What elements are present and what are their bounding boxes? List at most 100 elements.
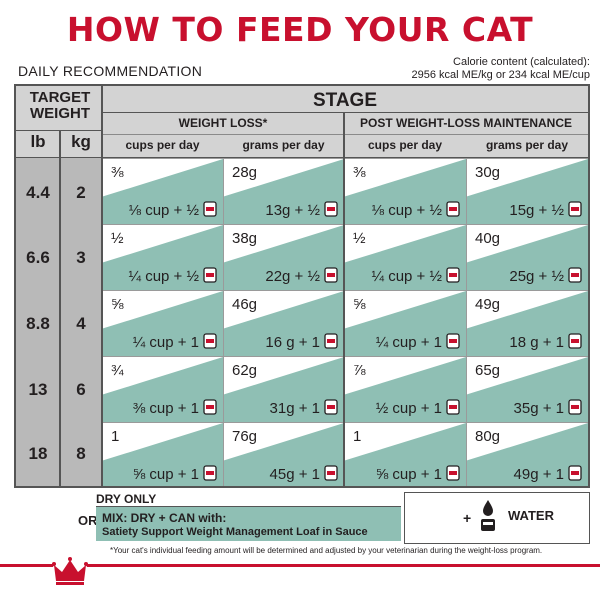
cell-mix: ⅜ cup + 1: [132, 400, 199, 417]
cell-mix: ¼ cup + 1: [375, 334, 442, 351]
table-cell: ⅞ ½ cup + 1: [344, 356, 466, 422]
table-cell: 65g 35g + 1: [466, 356, 588, 422]
row-4-lb: 13: [28, 380, 48, 399]
table-cell: ½ ¼ cup + ½: [102, 224, 223, 290]
cell-mix: 18 g + 1: [509, 334, 564, 351]
target-weight-label: TARGET WEIGHT: [29, 89, 91, 122]
teal-triangle: [467, 225, 588, 290]
page-title: HOW TO FEED YOUR CAT: [66, 10, 534, 49]
kg-label: kg: [71, 132, 91, 151]
teal-triangle: [467, 423, 588, 486]
row-5-lb: 18: [28, 444, 48, 463]
legend-dry-only: DRY ONLY: [96, 492, 157, 506]
teal-triangle: [224, 159, 344, 224]
cell-mix: 16 g + 1: [265, 334, 320, 351]
water-legend-box: [404, 492, 590, 544]
cell-amount: 40g: [475, 230, 501, 247]
cell-amount: 76g: [232, 428, 258, 445]
can-icon: [446, 399, 460, 415]
can-icon: [324, 399, 338, 415]
table-cell: 76g 45g + 1: [223, 422, 344, 486]
table-cell: 80g 49g + 1: [466, 422, 588, 486]
cell-mix: ¼ cup + 1: [132, 334, 199, 351]
royal-canin-crown-logo: [52, 555, 88, 591]
teal-triangle: [345, 357, 466, 422]
wl-cups-header: cups per day: [125, 138, 200, 152]
teal-triangle: [224, 291, 344, 356]
teal-triangle: [103, 357, 223, 422]
divider-wl-maint: [343, 112, 345, 486]
cell-mix: ½ cup + 1: [375, 400, 442, 417]
cell-mix: 13g + ½: [265, 202, 320, 219]
can-icon: [203, 399, 217, 415]
water-plus: +: [463, 510, 472, 526]
teal-triangle: [103, 423, 223, 486]
teal-triangle: [345, 225, 466, 290]
row-1-kg: 2: [76, 183, 86, 202]
can-icon: [324, 201, 338, 217]
table-cell: 28g 13g + ½: [223, 158, 344, 224]
divider-lb-kg: [59, 130, 61, 486]
table-cell: 1 ⅝ cup + 1: [344, 422, 466, 486]
cell-mix: 25g + ½: [509, 268, 564, 285]
teal-triangle: [345, 291, 466, 356]
cell-mix: 31g + 1: [269, 400, 320, 417]
cell-amount: ⅝: [111, 296, 124, 313]
calorie-line-1: Calorie content (calculated):: [453, 56, 590, 68]
teal-triangle: [103, 225, 223, 290]
can-icon: [446, 267, 460, 283]
cell-amount: 80g: [475, 428, 501, 445]
cell-amount: ⅝: [353, 296, 366, 313]
cell-amount: 28g: [232, 164, 258, 181]
cell-amount: ⅜: [353, 164, 366, 181]
row-2-kg: 3: [76, 248, 86, 267]
row-1-lb: 4.4: [26, 183, 50, 202]
water-label: WATER: [508, 508, 554, 523]
cell-mix: ⅝ cup + 1: [132, 466, 199, 483]
cell-mix: ⅛ cup + ½: [128, 202, 199, 219]
teal-triangle: [224, 423, 344, 486]
cell-amount: ½: [111, 230, 124, 247]
cell-amount: 1: [111, 428, 120, 445]
brand-red-line: [0, 564, 600, 567]
legend-mix-line-2: Satiety Support Weight Management Loaf i…: [102, 526, 368, 538]
can-icon: [568, 465, 582, 481]
table-cell: ⅝ ¼ cup + 1: [344, 290, 466, 356]
row-3-lb: 8.8: [26, 314, 50, 333]
table-cell: 49g 18 g + 1: [466, 290, 588, 356]
cell-mix: 22g + ½: [265, 268, 320, 285]
can-icon: [203, 201, 217, 217]
header-background: [16, 86, 588, 158]
can-icon: [324, 465, 338, 481]
cell-amount: ¾: [111, 362, 124, 379]
table-cell: ⅜ ⅛ cup + ½: [102, 158, 223, 224]
header-divider-stage: [102, 112, 588, 113]
teal-triangle: [103, 291, 223, 356]
cell-mix: ⅝ cup + 1: [375, 466, 442, 483]
teal-triangle: [467, 159, 588, 224]
cell-mix: 49g + 1: [513, 466, 564, 483]
table-cell: ⅜ ⅛ cup + ½: [344, 158, 466, 224]
cell-mix: 15g + ½: [509, 202, 564, 219]
can-icon: [446, 465, 460, 481]
can-icon: [446, 333, 460, 349]
lb-label: lb: [30, 132, 46, 151]
table-cell: ¾ ⅜ cup + 1: [102, 356, 223, 422]
teal-triangle: [467, 357, 588, 422]
cell-amount: 30g: [475, 164, 501, 181]
cell-amount: 38g: [232, 230, 258, 247]
legend-mix-box: MIX: DRY + CAN with: Satiety Support Wei…: [96, 507, 401, 541]
divider-weight-stage: [101, 86, 103, 486]
cell-amount: 46g: [232, 296, 258, 313]
can-icon: [203, 267, 217, 283]
cell-amount: 1: [353, 428, 362, 445]
footnote: *Your cat's individual feeding amount wi…: [110, 546, 543, 555]
cell-mix: ⅛ cup + ½: [371, 202, 442, 219]
legend-mix-line-1: MIX: DRY + CAN with:: [102, 511, 227, 525]
table-cell: ½ ¼ cup + ½: [344, 224, 466, 290]
can-icon: [568, 399, 582, 415]
legend-or: OR: [78, 513, 98, 528]
cell-amount: ⅜: [111, 164, 124, 181]
table-cell: 40g 25g + ½: [466, 224, 588, 290]
maintenance-label: POST WEIGHT-LOSS MAINTENANCE: [359, 116, 572, 130]
